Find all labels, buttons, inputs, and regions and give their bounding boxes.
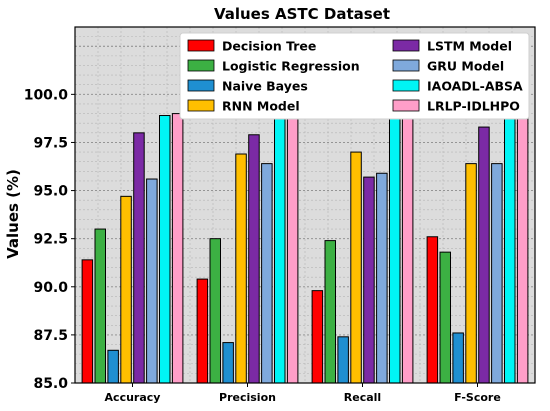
bar-lstm-model-precision [248, 134, 260, 384]
bar-lrlp-idlhpo-accuracy [171, 113, 184, 384]
bar-naive-bayes-accuracy [107, 349, 119, 384]
legend-label: LRLP-IDLHPO [427, 99, 520, 114]
y-tick-label: 100.0 [24, 87, 69, 103]
legend-label: IAOADL-ABSA [427, 79, 523, 94]
chart-title: Values ASTC Dataset [214, 5, 390, 23]
plot-frame [74, 26, 536, 384]
bar-rnn-model-accuracy [120, 195, 132, 384]
bar-lstm-model-recall [363, 176, 375, 384]
bar-logistic-regression-accuracy [94, 228, 106, 384]
legend-swatch [392, 99, 420, 112]
bar-rnn-model-recall [350, 151, 362, 384]
legend-swatch [392, 79, 420, 92]
y-axis-label: Values (%) [4, 169, 22, 259]
y-tick-label: 85.0 [33, 376, 68, 392]
bar-iaoadl-absa-precision [274, 115, 286, 384]
bar-naive-bayes-recall [337, 336, 349, 384]
x-tick-label: F-Score [454, 391, 501, 404]
y-tick-label: 90.0 [33, 280, 68, 296]
y-tick-label: 92.5 [33, 232, 68, 248]
bar-decision-tree-recall [311, 290, 324, 384]
legend-swatch [187, 79, 215, 92]
x-tick-label: Recall [344, 391, 381, 404]
bar-gru-model-accuracy [146, 178, 158, 384]
y-tick-label: 97.5 [33, 135, 68, 151]
bar-logistic-regression-f-score [439, 251, 451, 384]
bar-rnn-model-f-score [465, 163, 477, 384]
bar-naive-bayes-precision [222, 342, 234, 384]
legend-swatch [187, 99, 215, 112]
bar-gru-model-recall [376, 172, 388, 384]
legend-label: LSTM Model [427, 39, 512, 54]
bar-decision-tree-accuracy [81, 259, 94, 384]
legend-swatch [392, 39, 420, 52]
legend-label: RNN Model [222, 99, 300, 114]
x-tick-label: Precision [219, 391, 276, 404]
legend-swatch [187, 39, 215, 52]
y-tick-label: 95.0 [33, 184, 68, 200]
legend-swatch [392, 59, 420, 72]
x-tick-label: Accuracy [105, 391, 161, 404]
bar-gru-model-precision [261, 163, 273, 384]
legend-box [179, 32, 530, 120]
bar-naive-bayes-f-score [452, 332, 464, 384]
bar-gru-model-f-score [491, 163, 503, 384]
bar-rnn-model-precision [235, 153, 247, 384]
bar-lrlp-idlhpo-f-score [516, 113, 529, 384]
legend-label: Decision Tree [222, 39, 316, 54]
bar-lstm-model-accuracy [133, 132, 145, 384]
bar-iaoadl-absa-recall [389, 115, 401, 384]
bar-iaoadl-absa-accuracy [159, 115, 171, 384]
bar-lrlp-idlhpo-recall [401, 113, 414, 384]
bar-logistic-regression-precision [209, 238, 221, 384]
legend-label: GRU Model [427, 59, 504, 74]
bar-decision-tree-precision [196, 278, 209, 384]
legend-label: Logistic Regression [222, 59, 360, 74]
bar-lstm-model-f-score [478, 126, 490, 384]
legend-label: Naive Bayes [222, 79, 308, 94]
y-tick-label: 87.5 [33, 328, 68, 344]
legend: Decision Tree Logistic Regression Naive Ba… [179, 32, 530, 120]
legend-swatch [187, 59, 215, 72]
bar-lrlp-idlhpo-precision [286, 113, 299, 384]
bar-iaoadl-absa-f-score [504, 115, 516, 384]
bar-decision-tree-f-score [426, 236, 439, 384]
bar-logistic-regression-recall [324, 240, 336, 384]
